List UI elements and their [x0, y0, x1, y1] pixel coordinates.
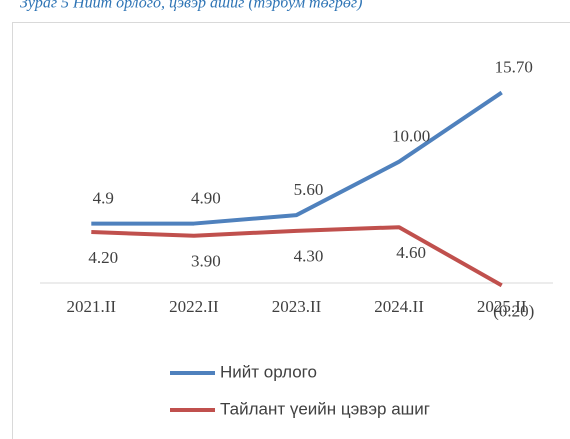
chart-title: Зураг 5 Нийт орлого, цэвэр ашиг (тэрбум …: [20, 0, 362, 12]
legend-label: Тайлант үеийн цэвэр ашиг: [220, 399, 430, 418]
x-tick-label: 2021.II: [67, 297, 117, 316]
data-label: 15.70: [495, 57, 533, 76]
data-label: 4.90: [191, 188, 221, 207]
data-label: 4.60: [396, 243, 426, 262]
data-label: 4.30: [294, 247, 324, 266]
series-line: [91, 90, 503, 226]
data-label: 3.90: [191, 252, 221, 271]
legend-label: Нийт орлого: [220, 362, 317, 381]
chart-border: [12, 22, 570, 439]
data-label: (0.20): [493, 301, 534, 320]
x-tick-label: 2024.II: [374, 297, 424, 316]
data-label: 4.9: [93, 188, 114, 207]
data-label: 4.20: [88, 248, 118, 267]
data-label: 5.60: [294, 180, 324, 199]
x-tick-label: 2022.II: [169, 297, 219, 316]
x-tick-label: 2023.II: [272, 297, 322, 316]
data-label: 10.00: [392, 127, 430, 146]
series-line: [91, 225, 503, 288]
x-tick-label: 2025.II: [477, 297, 527, 316]
